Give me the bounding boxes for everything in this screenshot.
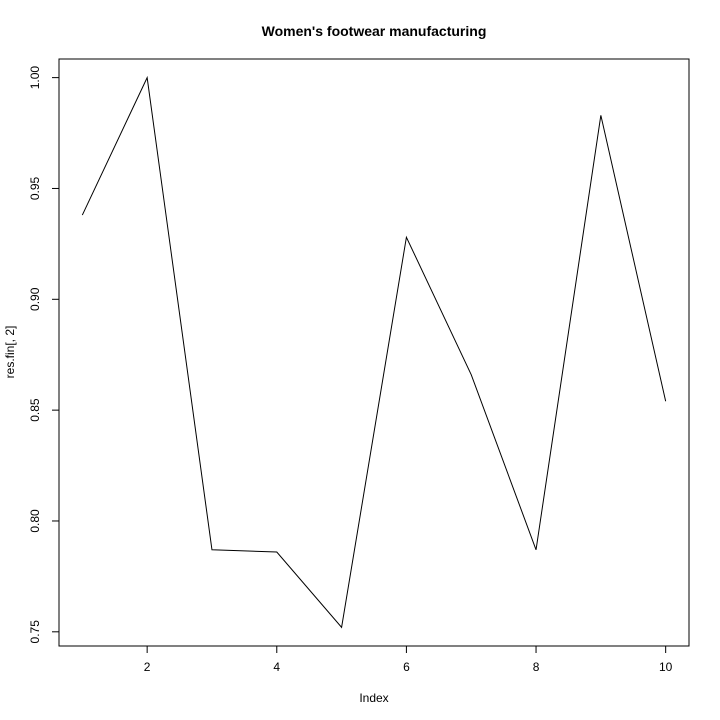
x-tick-label: 8: [533, 660, 540, 674]
x-axis: 2 4 6 8 10: [144, 646, 673, 674]
x-tick-label: 6: [403, 660, 410, 674]
series-line-0: [81, 75, 667, 629]
x-tick-label: 4: [273, 660, 280, 674]
y-tick-label: 0.95: [28, 176, 42, 200]
x-tick-label: 2: [144, 660, 151, 674]
y-tick-label: 1.00: [28, 66, 42, 90]
y-axis-label: res.fin[, 2]: [3, 326, 17, 379]
y-tick-label: 0.90: [28, 287, 42, 311]
plot-frame: [58, 58, 690, 647]
x-tick-label: 10: [659, 660, 673, 674]
y-tick-label: 0.75: [28, 620, 42, 644]
y-axis: 0.75 0.80 0.85 0.90 0.95 1.00: [28, 66, 59, 644]
series-layer: [81, 75, 667, 629]
chart-title: Women's footwear manufacturing: [262, 23, 487, 39]
y-tick-label: 0.80: [28, 509, 42, 533]
y-tick-label: 0.85: [28, 398, 42, 422]
x-axis-label: Index: [359, 691, 388, 705]
